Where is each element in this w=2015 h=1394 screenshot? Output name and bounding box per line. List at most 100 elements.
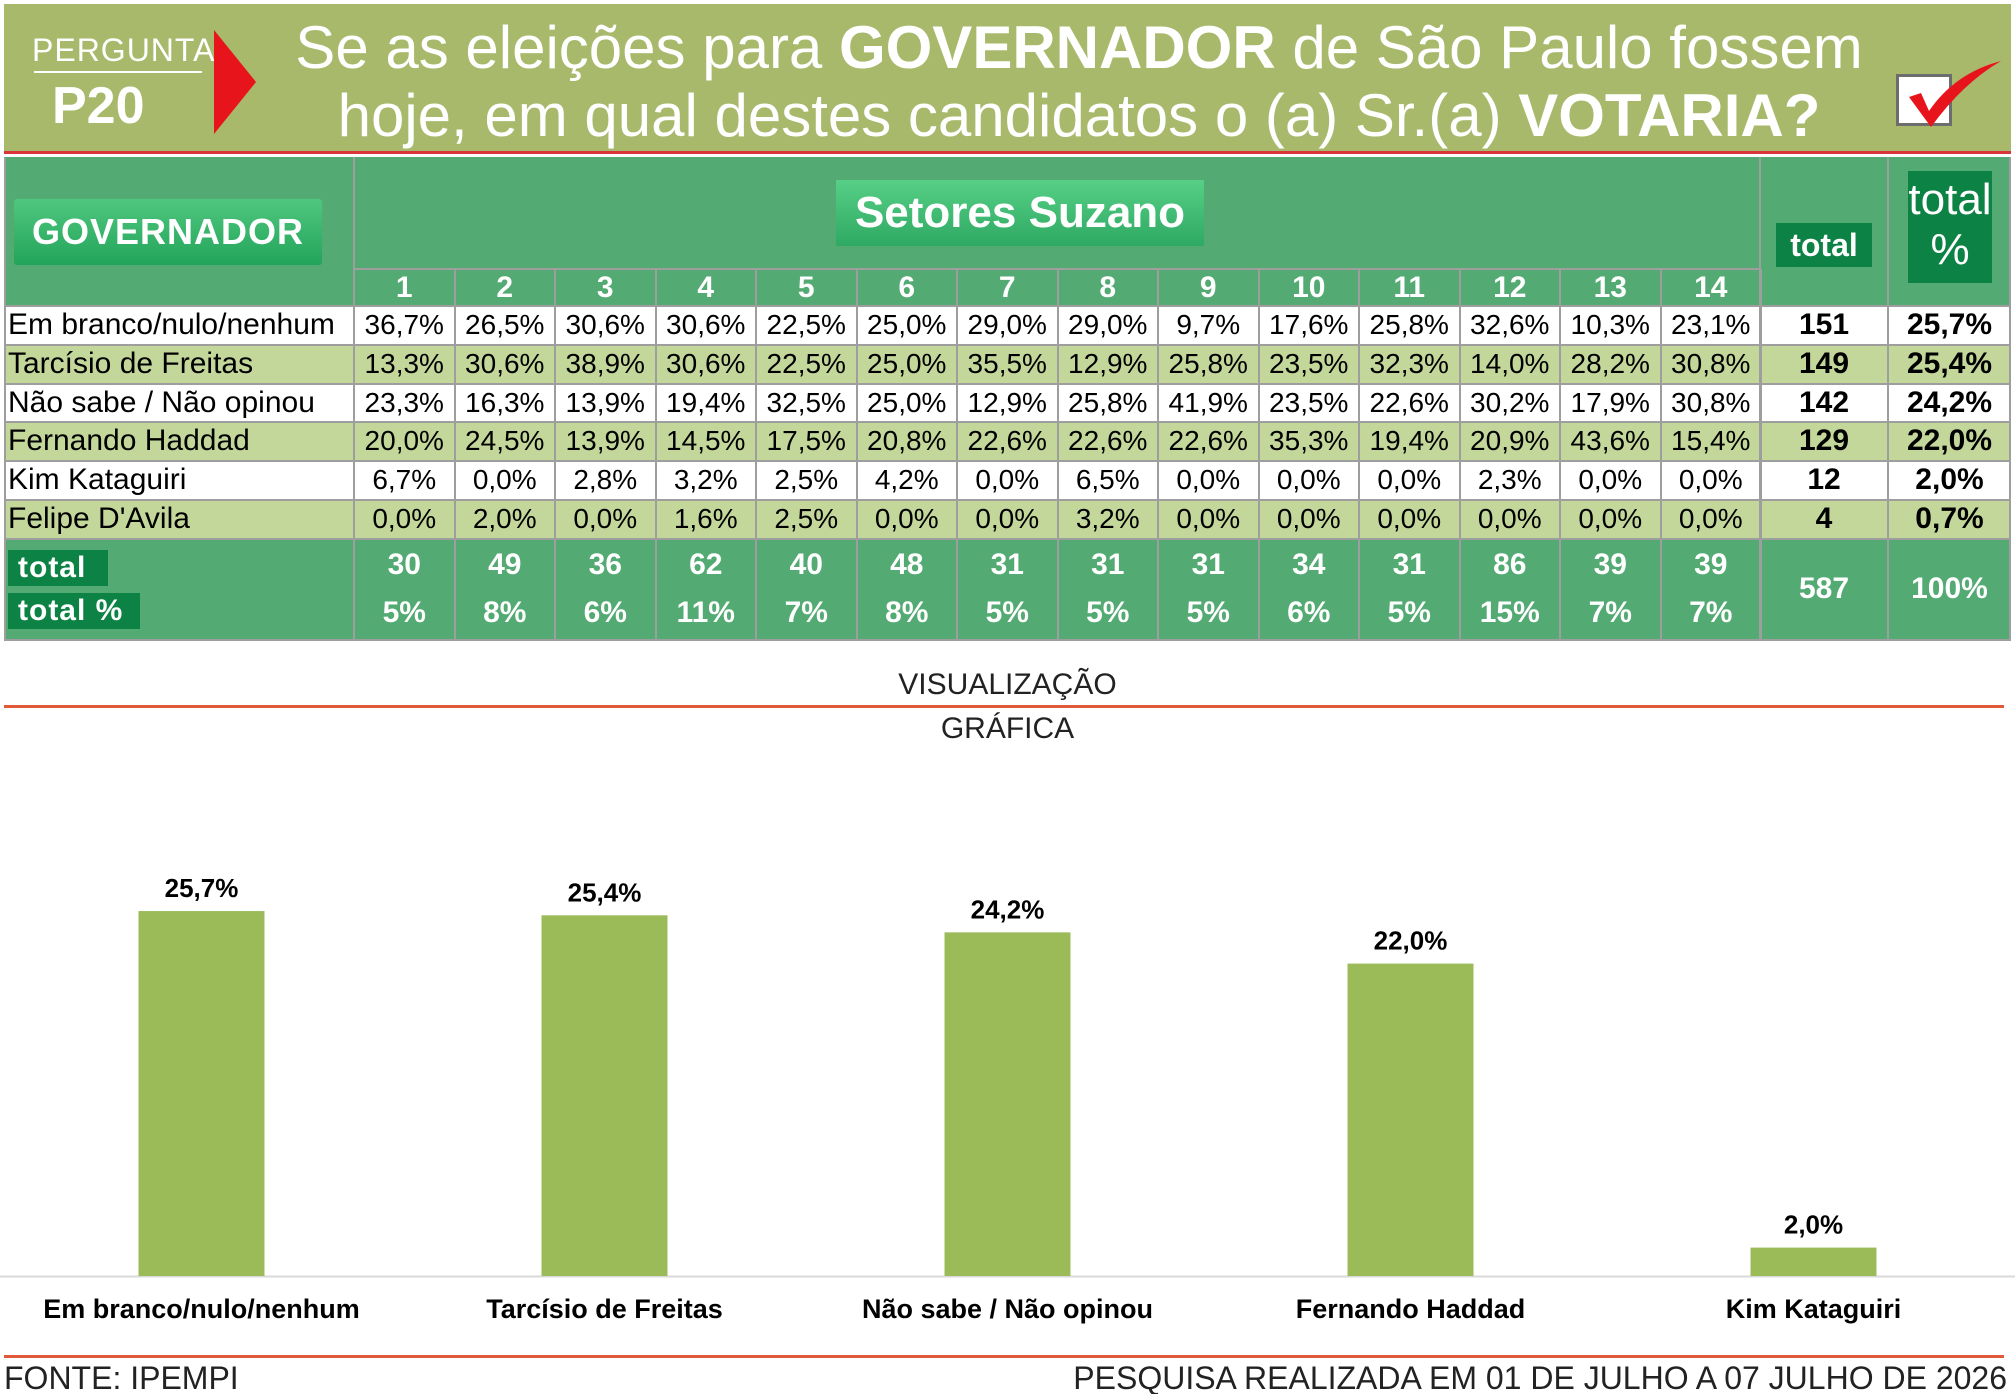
table-cell: 41,9% — [1168, 386, 1248, 418]
table-cell: 25,0% — [867, 309, 947, 340]
total-pct-column-header: total % — [1908, 171, 1992, 283]
table-cell: 30,6% — [666, 347, 746, 379]
total-pct-header-line: total — [1908, 175, 1992, 224]
bar-3 — [1347, 963, 1474, 1276]
table-cell: 0,0% — [975, 503, 1040, 534]
category-label-2: Não sabe / Não opinou — [862, 1294, 1153, 1324]
table-cell: 22,5% — [766, 309, 846, 340]
table-cell: 2,8% — [573, 464, 638, 496]
footer-pct-label: total % — [8, 593, 140, 629]
table-cell: 22,6% — [1369, 386, 1449, 418]
table-cell: 2,0% — [472, 503, 537, 534]
table-cell: 24,5% — [465, 425, 545, 457]
grid-line — [654, 269, 657, 641]
table-cell: 28,2% — [1570, 347, 1650, 379]
table-cell: 0,0% — [1578, 503, 1643, 534]
grid-line — [855, 269, 858, 641]
table-cell: 35,5% — [967, 347, 1047, 379]
data-label-2: 24,2% — [971, 894, 1045, 924]
table-row — [4, 383, 2011, 423]
table-cell: 25,8% — [1168, 347, 1248, 379]
table-cell: 2,3% — [1477, 464, 1542, 496]
footer-column-pct: 6% — [583, 596, 627, 629]
question-number: P20 — [52, 77, 145, 135]
table-cell: 30,2% — [1470, 386, 1550, 418]
bar-0 — [138, 911, 265, 1276]
column-number: 13 — [1593, 271, 1627, 304]
table-cell: 30,6% — [465, 347, 545, 379]
footer-column-total: 40 — [789, 548, 823, 581]
category-label-0: Em branco/nulo/nenhum — [43, 1294, 360, 1324]
grid-line — [4, 343, 2011, 346]
table-cell: 0,0% — [1276, 503, 1341, 534]
category-label-4: Kim Kataguiri — [1726, 1294, 1902, 1324]
table-row — [4, 500, 2011, 539]
table-cell: 0,0% — [1477, 503, 1542, 534]
table-cell: 22,5% — [766, 347, 846, 379]
table-row — [4, 461, 2011, 500]
grid-line — [453, 269, 456, 641]
row-total: 12 — [1807, 463, 1841, 497]
row-total: 4 — [1815, 502, 1833, 535]
table-cell: 10,3% — [1570, 309, 1650, 340]
table-cell: 0,0% — [1678, 464, 1743, 496]
footer-column-total: 48 — [890, 548, 924, 581]
table-cell: 9,7% — [1176, 309, 1241, 340]
footer-column-total: 36 — [588, 548, 622, 581]
group-header: Setores Suzano — [836, 180, 1204, 246]
table-cell: 38,9% — [565, 347, 645, 379]
column-number: 6 — [898, 271, 916, 304]
grid-line — [755, 269, 757, 641]
table-row — [4, 306, 2011, 345]
row-total: 151 — [1798, 308, 1850, 341]
table-cell: 43,6% — [1570, 425, 1650, 457]
grid-line — [4, 460, 2011, 463]
table-cell: 22,6% — [967, 425, 1047, 457]
footer-column-total: 31 — [990, 548, 1024, 581]
grid-line — [4, 421, 2011, 424]
grid-line — [4, 639, 2011, 641]
corner-label: GOVERNADOR — [14, 199, 322, 265]
grid-line — [1358, 269, 1360, 641]
footer-column-pct: 15% — [1479, 596, 1540, 629]
column-number: 3 — [596, 271, 614, 304]
data-label-1: 25,4% — [568, 877, 642, 907]
data-label-0: 25,7% — [165, 873, 239, 903]
grid-line — [4, 157, 6, 641]
row-label: Fernando Haddad — [8, 424, 250, 458]
grid-line — [1759, 157, 1761, 641]
table-cell: 0,0% — [372, 503, 437, 534]
question-text: Se as eleições para GOVERNADOR de São Pa… — [254, 14, 1904, 150]
table-cell: 22,6% — [1168, 425, 1248, 457]
chart-title-line-1: VISUALIZAÇÃO — [898, 668, 1117, 701]
grand-total-pct: 100% — [1911, 572, 1988, 605]
arrow-right-icon — [214, 30, 256, 134]
total-column-header: total — [1776, 223, 1872, 267]
table-footer-band — [4, 539, 2011, 641]
table-row — [4, 344, 2011, 384]
footer-column-total: 62 — [689, 548, 723, 581]
table-cell: 13,3% — [364, 347, 444, 379]
category-label-1: Tarcísio de Freitas — [486, 1294, 723, 1324]
grid-line — [4, 305, 2011, 307]
table-cell: 6,5% — [1075, 464, 1140, 496]
grid-line — [1887, 157, 1889, 641]
footer-column-total: 34 — [1292, 548, 1326, 581]
chart-title-line-2: GRÁFICA — [940, 712, 1075, 745]
table-cell: 0,0% — [1176, 503, 1241, 534]
row-label: Felipe D'Avila — [8, 502, 190, 535]
title-divider — [4, 705, 2004, 708]
bar-chart: 25,7% Em branco/nulo/nenhum 25,4% Tarcísio … — [0, 873, 2015, 1324]
source-note: FONTE: IPEMPI — [4, 1360, 239, 1394]
footer-column-total: 31 — [1392, 548, 1426, 581]
table-cell: 17,6% — [1269, 309, 1349, 340]
question-text-part: hoje, em qual destes candidatos o (a) Sr… — [337, 82, 1519, 149]
table-cell: 20,9% — [1470, 425, 1550, 457]
table-cell: 12,9% — [967, 386, 1047, 418]
footer-column-total: 31 — [1191, 548, 1225, 581]
footer-divider — [4, 1355, 2004, 1358]
row-total-pct: 22,0% — [1906, 424, 1993, 458]
table-cell: 0,0% — [472, 464, 537, 496]
footer-column-pct: 7% — [1588, 596, 1632, 629]
table-cell: 20,0% — [364, 425, 444, 457]
